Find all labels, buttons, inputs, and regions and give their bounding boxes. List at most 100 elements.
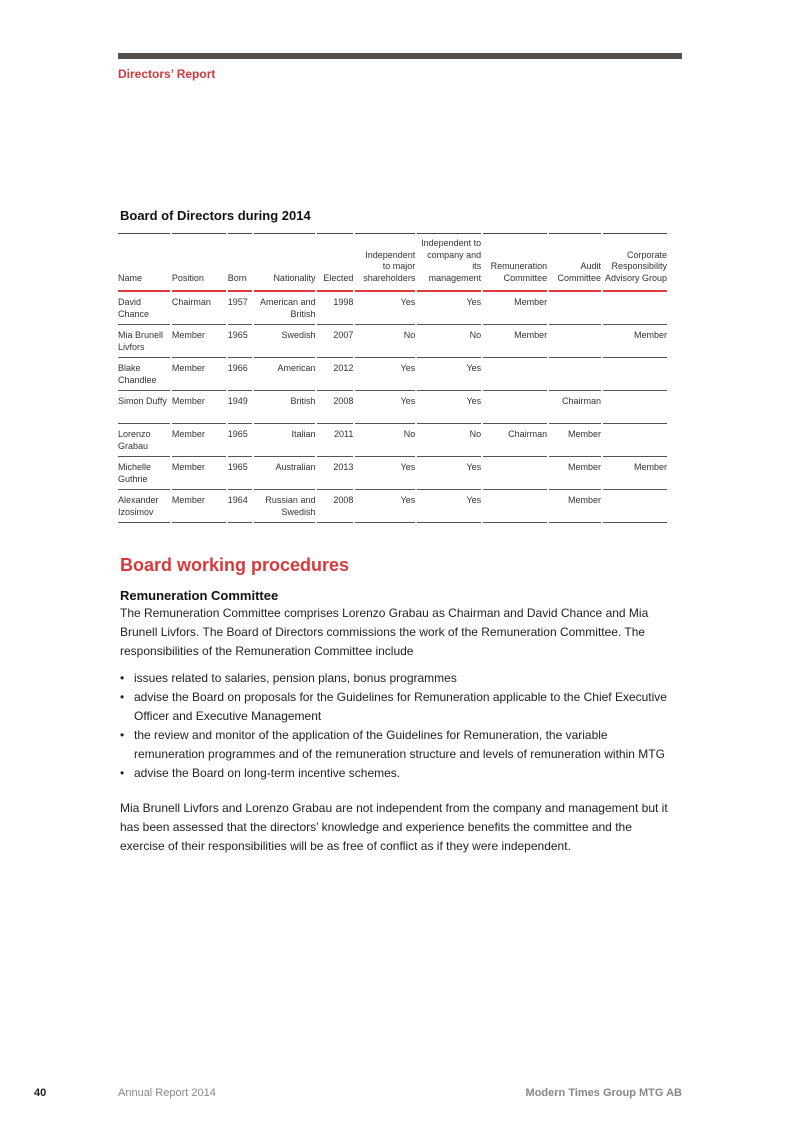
table-cell: Yes [417,292,482,325]
section-title: Directors’ Report [118,67,216,81]
table-cell: 1965 [227,424,252,457]
table-cell [603,292,667,325]
table-cell [549,325,602,358]
table-cell: Member [549,457,602,490]
table-row: Mia Brunell Livfors Member 1965 Swedish 2007… [118,325,667,358]
table-cell: Member [171,490,226,523]
table-cell: 2012 [317,358,354,391]
header-bar [118,53,682,59]
table-cell: Chairman [549,391,602,424]
table-cell [483,457,548,490]
table-cell: No [355,424,416,457]
column-header: Elected [317,233,354,292]
table-cell [603,358,667,391]
table-cell: Alexander Izosimov [118,490,170,523]
list-item: issues related to salaries, pension plan… [120,669,676,688]
responsibilities-list: issues related to salaries, pension plan… [120,669,676,783]
table-title: Board of Directors during 2014 [120,208,311,223]
table-cell [549,292,602,325]
column-header: Position [171,233,226,292]
table-cell: Lorenzo Grabau [118,424,170,457]
table-cell: Member [171,424,226,457]
table-cell: Yes [355,391,416,424]
table-cell: Member [549,424,602,457]
column-header: Audit Committee [549,233,602,292]
table-cell: 1998 [317,292,354,325]
table-row: Michelle Guthrie Member 1965 Australian 2013… [118,457,667,490]
table-cell [603,490,667,523]
column-header: Independent to company and its managemen… [417,233,482,292]
table-cell: 2007 [317,325,354,358]
report-name: Annual Report 2014 [118,1087,216,1099]
column-header: Independent to major shareholders [355,233,416,292]
table-cell: Member [603,457,667,490]
column-header: Corporate Responsibility Advisory Group [603,233,667,292]
table-cell: Russian and Swedish [253,490,316,523]
table-cell: Yes [355,490,416,523]
column-header: Remuneration Committee [483,233,548,292]
list-item: advise the Board on proposals for the Gu… [120,688,676,726]
table-cell [603,391,667,424]
table-row: Alexander Izosimov Member 1964 Russian and … [118,490,667,523]
table-cell [603,424,667,457]
table-row: Blake Chandlee Member 1966 American 2012 Yes Y… [118,358,667,391]
table-cell: Michelle Guthrie [118,457,170,490]
column-header: Name [118,233,170,292]
table-cell: Yes [355,457,416,490]
table-cell: 1966 [227,358,252,391]
table-cell: Mia Brunell Livfors [118,325,170,358]
table-cell: American [253,358,316,391]
table-cell: Member [483,325,548,358]
procedures-body: The Remuneration Committee comprises Lor… [120,604,676,856]
page-number: 40 [34,1087,47,1099]
table-cell [483,358,548,391]
table-cell: 1965 [227,457,252,490]
table-cell: Australian [253,457,316,490]
procedures-title: Board working procedures [120,555,350,575]
table-cell: No [417,325,482,358]
table-cell: 2008 [317,490,354,523]
table-cell: Yes [417,457,482,490]
table-cell: Member [603,325,667,358]
table-cell: Italian [253,424,316,457]
table-cell: 1949 [227,391,252,424]
committee-subtitle: Remuneration Committee [120,588,279,603]
table-cell: Chairman [483,424,548,457]
table-cell: No [417,424,482,457]
directors-table: Name Position Born Nationality Elected Indepe… [116,233,669,523]
table-cell: Blake Chandlee [118,358,170,391]
list-item: the review and monitor of the applicatio… [120,726,676,764]
table-cell [483,490,548,523]
table-cell: 2011 [317,424,354,457]
table-cell: Member [171,457,226,490]
table-cell: Yes [417,358,482,391]
table-row: Lorenzo Grabau Member 1965 Italian 2011 No No C… [118,424,667,457]
table-cell: Member [171,391,226,424]
table-cell [549,358,602,391]
table-cell: Member [549,490,602,523]
table-cell: 2008 [317,391,354,424]
table-cell: 1965 [227,325,252,358]
main-content: Board of Directors during 2014 Name Posit… [118,208,682,856]
table-cell: Yes [417,490,482,523]
table-cell: Yes [355,358,416,391]
table-row: David Chance Chairman 1957 American and Bri… [118,292,667,325]
list-item: advise the Board on long-term incentive … [120,764,676,783]
table-cell: David Chance [118,292,170,325]
table-cell: Simon Duffy [118,391,170,424]
table-cell: Member [171,325,226,358]
table-cell [483,391,548,424]
table-cell: Member [483,292,548,325]
table-cell: Swedish [253,325,316,358]
company-name: Modern Times Group MTG AB [525,1087,682,1099]
intro-paragraph: The Remuneration Committee comprises Lor… [120,606,649,658]
column-header: Born [227,233,252,292]
table-cell: Chairman [171,292,226,325]
table-cell: Member [171,358,226,391]
table-cell: Yes [417,391,482,424]
table-cell: Yes [355,292,416,325]
table-cell: 1964 [227,490,252,523]
table-row: Simon Duffy Member 1949 British 2008 Yes Yes Ch… [118,391,667,424]
table-cell: No [355,325,416,358]
